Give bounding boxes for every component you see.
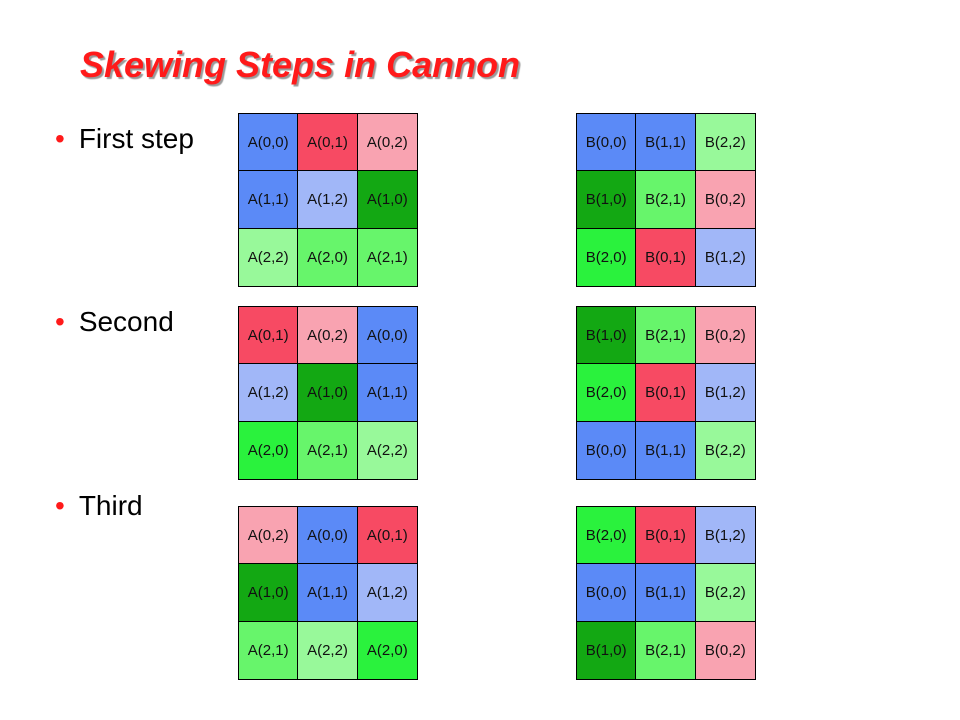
matrix-cell: A(1,1) bbox=[357, 364, 417, 422]
matrix-cell: A(2,0) bbox=[298, 228, 358, 286]
slide-title: Skewing Steps in Cannon bbox=[80, 44, 521, 85]
matrix-a-step-2: A(0,1) A(0,2) A(0,0) A(1,2) A(1,0) A(1,1) A(2,… bbox=[238, 306, 418, 480]
matrix-cell: B(0,2) bbox=[695, 171, 755, 229]
matrix-cell: A(2,1) bbox=[239, 621, 299, 679]
matrix-cell: A(0,1) bbox=[357, 507, 417, 565]
matrix-cell: B(0,1) bbox=[636, 507, 696, 565]
matrix-cell: A(2,2) bbox=[298, 621, 358, 679]
matrix-cell: B(0,0) bbox=[577, 114, 637, 172]
matrix-cell: B(1,2) bbox=[695, 364, 755, 422]
matrix-cell: B(0,1) bbox=[636, 364, 696, 422]
bullet-dot-icon: • bbox=[55, 306, 65, 337]
matrix-cell: B(2,2) bbox=[695, 421, 755, 479]
matrix-cell: B(2,2) bbox=[695, 564, 755, 622]
matrix-cell: A(2,2) bbox=[357, 421, 417, 479]
bullet-label: Third bbox=[78, 490, 143, 521]
matrix-cell: B(2,2) bbox=[695, 114, 755, 172]
matrix-cell: A(0,2) bbox=[298, 307, 358, 365]
matrix-cell: A(0,0) bbox=[239, 114, 299, 172]
matrix-cell: A(1,0) bbox=[298, 364, 358, 422]
matrix-cell: B(2,1) bbox=[636, 171, 696, 229]
matrix-cell: B(0,0) bbox=[577, 564, 637, 622]
matrix-cell: B(1,1) bbox=[636, 421, 696, 479]
matrix-b-step-3: B(2,0) B(0,1) B(1,2) B(0,0) B(1,1) B(2,2) B(1,… bbox=[576, 506, 756, 680]
matrix-cell: B(1,2) bbox=[695, 507, 755, 565]
matrix-cell: B(0,1) bbox=[636, 228, 696, 286]
matrix-cell: B(1,0) bbox=[577, 171, 637, 229]
matrix-cell: A(0,1) bbox=[298, 114, 358, 172]
matrix-cell: B(2,1) bbox=[636, 621, 696, 679]
bullet-dot-icon: • bbox=[55, 490, 65, 521]
matrix-cell: A(2,0) bbox=[239, 421, 299, 479]
matrix-cell: A(2,2) bbox=[239, 228, 299, 286]
matrix-cell: A(1,2) bbox=[298, 171, 358, 229]
matrix-cell: B(1,0) bbox=[577, 621, 637, 679]
matrix-cell: A(0,2) bbox=[357, 114, 417, 172]
matrix-cell: B(0,2) bbox=[695, 621, 755, 679]
matrix-cell: A(0,0) bbox=[298, 507, 358, 565]
bullet-label: Second bbox=[78, 306, 174, 337]
matrix-cell: B(2,0) bbox=[577, 507, 637, 565]
bullet-first-step: • First step bbox=[55, 123, 194, 155]
matrix-cell: B(1,1) bbox=[636, 564, 696, 622]
matrix-cell: A(1,2) bbox=[357, 564, 417, 622]
matrix-cell: A(0,2) bbox=[239, 507, 299, 565]
bullet-third: • Third bbox=[55, 490, 143, 522]
matrix-cell: A(1,0) bbox=[239, 564, 299, 622]
matrix-cell: A(2,0) bbox=[357, 621, 417, 679]
matrix-cell: A(0,1) bbox=[239, 307, 299, 365]
matrix-cell: A(1,0) bbox=[357, 171, 417, 229]
matrix-cell: B(0,2) bbox=[695, 307, 755, 365]
matrix-cell: A(1,1) bbox=[298, 564, 358, 622]
matrix-cell: B(2,1) bbox=[636, 307, 696, 365]
bullet-second: • Second bbox=[55, 306, 174, 338]
matrix-cell: B(2,0) bbox=[577, 364, 637, 422]
matrix-b-step-1: B(0,0) B(1,1) B(2,2) B(1,0) B(2,1) B(0,2) B(2,… bbox=[576, 113, 756, 287]
matrix-b-step-2: B(1,0) B(2,1) B(0,2) B(2,0) B(0,1) B(1,2) B(0,… bbox=[576, 306, 756, 480]
matrix-cell: A(1,1) bbox=[239, 171, 299, 229]
matrix-a-step-3: A(0,2) A(0,0) A(0,1) A(1,0) A(1,1) A(1,2) A(2,… bbox=[238, 506, 418, 680]
bullet-label: First step bbox=[78, 123, 194, 154]
matrix-cell: A(2,1) bbox=[357, 228, 417, 286]
matrix-cell: A(1,2) bbox=[239, 364, 299, 422]
matrix-cell: B(1,1) bbox=[636, 114, 696, 172]
matrix-cell: A(0,0) bbox=[357, 307, 417, 365]
matrix-cell: B(0,0) bbox=[577, 421, 637, 479]
matrix-cell: B(2,0) bbox=[577, 228, 637, 286]
matrix-cell: B(1,2) bbox=[695, 228, 755, 286]
matrix-a-step-1: A(0,0) A(0,1) A(0,2) A(1,1) A(1,2) A(1,0) A(2,… bbox=[238, 113, 418, 287]
bullet-dot-icon: • bbox=[55, 123, 65, 154]
matrix-cell: B(1,0) bbox=[577, 307, 637, 365]
matrix-cell: A(2,1) bbox=[298, 421, 358, 479]
